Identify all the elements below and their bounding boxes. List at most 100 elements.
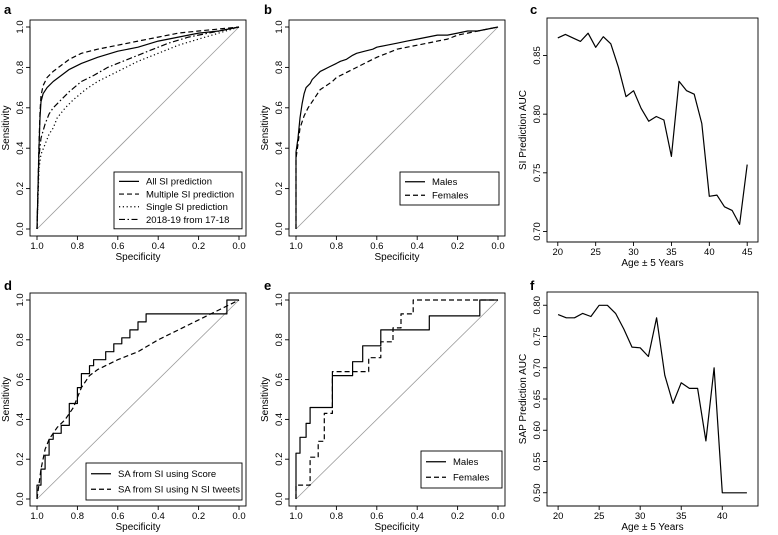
x-tick-label: 0.2 xyxy=(192,511,205,522)
series-line-si-prediction-auc xyxy=(557,32,748,225)
legend-box xyxy=(420,450,503,489)
y-tick-label: 0.8 xyxy=(15,333,26,346)
x-tick-label: 0.6 xyxy=(370,511,383,522)
y-tick-label: 0.6 xyxy=(15,373,26,386)
legend-label: Single SI prediction xyxy=(146,202,228,213)
legend-label: Females xyxy=(432,191,469,202)
y-tick-label: 0.80 xyxy=(532,105,543,124)
x-tick-label: 0.4 xyxy=(152,241,165,252)
x-tick-label: 40 xyxy=(704,247,715,258)
series-line-males xyxy=(295,299,498,499)
y-tick-label: 1.0 xyxy=(15,20,26,33)
legend-label: Males xyxy=(432,177,458,188)
x-tick-label: 0.2 xyxy=(192,241,205,252)
y-tick-label: 0.50 xyxy=(532,484,543,503)
y-tick-label: 0.0 xyxy=(274,492,285,505)
legend-label: 2018-19 from 17-18 xyxy=(146,215,229,226)
legend-label: SA from SI using N SI tweets xyxy=(118,485,240,496)
x-tick-label: 0.8 xyxy=(330,241,343,252)
y-tick-label: 0.2 xyxy=(15,453,26,466)
legend-box xyxy=(399,171,500,206)
x-tick-label: 0.2 xyxy=(451,511,464,522)
series-line-females xyxy=(295,26,499,229)
legend-box xyxy=(113,171,243,230)
legend-label: All SI prediction xyxy=(146,177,212,188)
panel-label: c xyxy=(530,2,537,17)
y-tick-label: 0.80 xyxy=(532,296,543,315)
y-axis-title: Sensitivity xyxy=(1,377,12,422)
legend-label: Males xyxy=(453,457,479,468)
x-tick-label: 35 xyxy=(676,511,687,522)
x-tick-label: 0.4 xyxy=(411,511,424,522)
x-tick-label: 0.0 xyxy=(232,241,245,252)
y-tick-label: 0.6 xyxy=(274,101,285,114)
y-tick-label: 0.55 xyxy=(532,452,543,471)
chart-panel-d: d 1.0 0.8 0.6 0.4 0.2 0.0 Specificity 0.0 0.2 0.4 0… xyxy=(1,278,247,533)
series-line-sap-prediction-auc xyxy=(557,304,747,494)
y-axis-title: Sensitivity xyxy=(260,105,271,150)
panel-label: e xyxy=(264,278,271,293)
x-tick-label: 25 xyxy=(590,247,601,258)
x-tick-label: 1.0 xyxy=(30,241,43,252)
x-tick-label: 1.0 xyxy=(289,511,302,522)
x-tick-label: 25 xyxy=(594,511,605,522)
x-tick-label: 35 xyxy=(666,247,677,258)
x-tick-label: 0.0 xyxy=(491,241,504,252)
x-tick-label: 0.8 xyxy=(330,511,343,522)
x-tick-label: 20 xyxy=(552,247,563,258)
x-axis-title: Specificity xyxy=(115,522,160,533)
y-tick-label: 0.4 xyxy=(15,142,26,155)
chart-panel-f: f 20 25 30 35 40 Age ± 5 Years 0.50 0.55 0.60 0.65… xyxy=(518,278,759,533)
x-tick-label: 0.2 xyxy=(451,241,464,252)
y-tick-label: 0.6 xyxy=(15,101,26,114)
y-tick-label: 0.0 xyxy=(15,492,26,505)
legend-label: SA from SI using Score xyxy=(118,469,216,480)
y-tick-label: 0.0 xyxy=(15,222,26,235)
panel-label: d xyxy=(4,278,12,293)
x-tick-label: 0.4 xyxy=(411,241,424,252)
y-axis-title: Sensitivity xyxy=(1,105,12,150)
y-tick-label: 0.60 xyxy=(532,421,543,440)
x-tick-label: 0.0 xyxy=(232,511,245,522)
chart-panel-b: b1.0 0.8 0.6 0.4 0.2 0.0Specificity0.00.20.40… xyxy=(260,2,506,263)
series-line-males xyxy=(295,26,499,229)
y-tick-label: 0.8 xyxy=(15,61,26,74)
y-tick-label: 0.2 xyxy=(274,453,285,466)
series-line-single-si-prediction xyxy=(36,26,240,230)
y-tick-label: 0.75 xyxy=(532,327,543,346)
x-tick-label: 45 xyxy=(742,247,753,258)
chart-panel-e: e1.0 0.8 0.6 0.4 0.2 0.0Specificity0.00.20.40… xyxy=(260,278,506,533)
x-tick-label: 30 xyxy=(628,247,639,258)
legend: Males Females xyxy=(399,171,500,206)
x-tick-label: 0.4 xyxy=(152,511,165,522)
y-axis-title: Sensitivity xyxy=(260,377,271,422)
x-tick-label: 0.8 xyxy=(71,511,84,522)
y-tick-label: 0.70 xyxy=(532,359,543,378)
legend-label: Females xyxy=(453,473,490,484)
series-line-multiple-si-prediction xyxy=(36,26,240,230)
y-tick-label: 0.4 xyxy=(274,142,285,155)
x-tick-label: 1.0 xyxy=(289,241,302,252)
x-tick-label: 0.6 xyxy=(370,241,383,252)
y-tick-label: 0.85 xyxy=(532,46,543,65)
y-tick-label: 0.2 xyxy=(15,182,26,195)
y-tick-label: 0.2 xyxy=(274,182,285,195)
y-tick-label: 0.8 xyxy=(274,61,285,74)
legend: SA from SI using Score SA from SI using N… xyxy=(85,462,243,501)
x-axis-title: Specificity xyxy=(374,252,419,263)
reference-diagonal xyxy=(295,299,499,500)
y-axis-title: SI Prediction AUC xyxy=(518,90,529,170)
y-tick-label: 0.6 xyxy=(274,373,285,386)
y-tick-label: 0.4 xyxy=(15,413,26,426)
y-tick-label: 0.8 xyxy=(274,333,285,346)
x-tick-label: 40 xyxy=(717,511,728,522)
y-tick-label: 1.0 xyxy=(274,293,285,306)
y-tick-label: 0.0 xyxy=(274,222,285,235)
legend: Males Females xyxy=(420,450,503,489)
x-tick-label: 0.6 xyxy=(111,511,124,522)
x-tick-label: 0.6 xyxy=(111,241,124,252)
x-tick-label: 1.0 xyxy=(30,511,43,522)
chart-panel-c: c 20 25 30 35 40 45 Age ± 5 Years 0.70 0.75 0.80 0.… xyxy=(518,2,759,269)
